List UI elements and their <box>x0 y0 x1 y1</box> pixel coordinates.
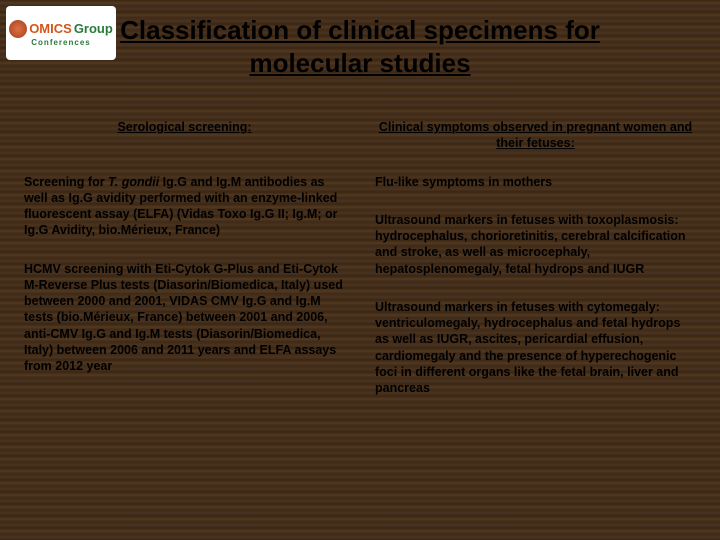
right-paragraph-3: Ultrasound markers in fetuses with cytom… <box>375 299 696 397</box>
logo-top-row: OMICS Group <box>9 20 113 38</box>
left-column: Serological screening: Screening for T. … <box>24 119 345 418</box>
left-p1-italic: T. gondii <box>108 175 159 189</box>
logo-conferences-text: Conferences <box>31 38 90 47</box>
slide-title: Classification of clinical specimens for… <box>80 0 640 79</box>
logo-badge: OMICS Group Conferences <box>6 6 116 60</box>
content-columns: Serological screening: Screening for T. … <box>0 79 720 418</box>
logo-omics-text: OMICS <box>29 21 72 36</box>
right-paragraph-1: Flu-like symptoms in mothers <box>375 174 696 190</box>
left-paragraph-1: Screening for T. gondii Ig.G and Ig.M an… <box>24 157 345 238</box>
logo-group-text: Group <box>74 21 113 36</box>
left-paragraph-2: HCMV screening with Eti-Cytok G-Plus and… <box>24 261 345 375</box>
right-heading: Clinical symptoms observed in pregnant w… <box>375 119 696 152</box>
left-heading: Serological screening: <box>24 119 345 135</box>
right-paragraph-2: Ultrasound markers in fetuses with toxop… <box>375 212 696 277</box>
right-column: Clinical symptoms observed in pregnant w… <box>375 119 696 418</box>
left-p1-a: Screening for <box>24 175 108 189</box>
logo-globe-icon <box>9 20 27 38</box>
